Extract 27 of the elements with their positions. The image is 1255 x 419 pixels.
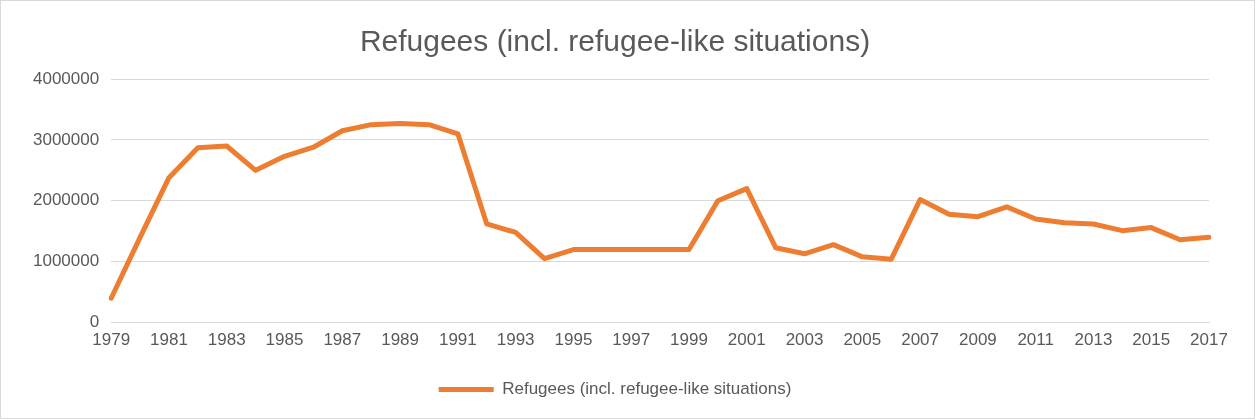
y-tick-label: 3000000 (32, 129, 100, 149)
x-tick-label: 1993 (496, 330, 535, 350)
x-tick-label: 1995 (554, 330, 593, 350)
x-tick-label: 2005 (843, 330, 882, 350)
x-tick-label: 2007 (901, 330, 940, 350)
x-tick-label: 1989 (381, 330, 419, 350)
x-tick-label: 1991 (438, 330, 477, 350)
y-tick-label: 1000000 (32, 251, 100, 271)
x-tick-label: 1987 (323, 330, 362, 350)
x-tick-label: 1981 (150, 330, 188, 350)
x-tick-label: 1983 (207, 330, 246, 350)
x-tick-label: 2003 (785, 330, 824, 350)
x-tick-label: 2011 (1017, 330, 1054, 350)
x-tick-label: 1997 (612, 330, 651, 350)
x-tick-label: 2017 (1190, 330, 1228, 350)
x-tick-label: 1999 (670, 330, 708, 350)
legend-label: Refugees (incl. refugee-like situations) (502, 379, 792, 399)
y-tick-label: 2000000 (32, 190, 100, 210)
x-tick-label: 1979 (92, 330, 131, 350)
x-tick-label: 2001 (727, 330, 766, 350)
y-tick-label: 0 (89, 312, 100, 332)
x-tick-label: 2013 (1074, 330, 1113, 350)
x-tick-label: 2015 (1132, 330, 1171, 350)
chart-title: Refugees (incl. refugee-like situations) (359, 24, 871, 58)
x-tick-label: 1985 (265, 330, 304, 350)
x-tick-label: 2009 (958, 330, 997, 350)
y-tick-label: 4000000 (32, 68, 100, 88)
